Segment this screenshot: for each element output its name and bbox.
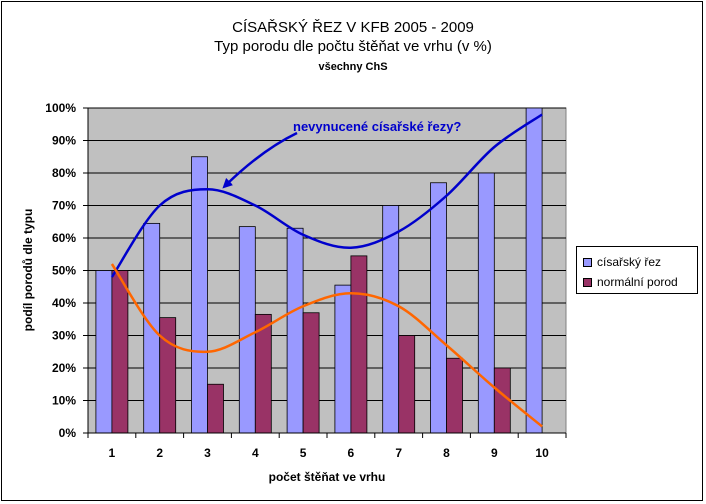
bar-normal — [446, 357, 463, 434]
annotation-text: nevynucené císařské řezy? — [293, 119, 461, 134]
bar-cesarean — [334, 284, 352, 434]
chart-subtitle-2: všechny ChS — [318, 61, 388, 73]
y-axis-label: podíl porodů dle typu — [21, 209, 35, 332]
y-tick-label: 60% — [52, 231, 76, 245]
x-tick-label: 5 — [300, 446, 307, 460]
legend-swatch — [583, 277, 592, 287]
bar-cesarean — [191, 156, 208, 434]
x-tick-label: 1 — [109, 446, 116, 460]
legend-label: normální porod — [597, 275, 678, 289]
legend-item-cesarean: císařský řez — [583, 254, 661, 270]
y-tick-label: 90% — [52, 134, 76, 148]
x-tick-label: 9 — [491, 446, 498, 460]
x-axis-label: počet štěňat ve vrhu — [269, 470, 386, 484]
x-tick-label: 7 — [395, 446, 402, 460]
annotation-arrow — [222, 131, 298, 189]
bar-normal — [302, 312, 320, 434]
legend-item-normal: normální porod — [583, 274, 678, 290]
bar-normal — [207, 383, 224, 434]
y-tick-label: 30% — [52, 329, 76, 343]
legend-swatch — [583, 257, 592, 267]
bar-normal — [350, 255, 368, 434]
y-tick-label: 100% — [45, 101, 76, 115]
x-tick-label: 2 — [156, 446, 163, 460]
chart-subtitle: Typ porodu dle počtu štěňat ve vrhu (v %… — [214, 38, 492, 55]
bar-cesarean — [430, 182, 447, 434]
y-tick-label: 10% — [52, 394, 76, 408]
y-tick-label: 40% — [52, 296, 76, 310]
y-tick-label: 0% — [59, 426, 77, 440]
x-tick-label: 8 — [443, 446, 450, 460]
y-tick-label: 20% — [52, 361, 76, 375]
legend-label: císařský řez — [597, 255, 662, 269]
trendline-cesarean — [110, 113, 543, 278]
x-tick-label: 10 — [535, 446, 549, 460]
x-tick-label: 4 — [252, 446, 259, 460]
bar-normal — [398, 335, 416, 434]
bar-cesarean — [477, 172, 495, 434]
bar-normal — [493, 367, 511, 434]
bar-cesarean — [286, 227, 304, 434]
y-tick-label: 70% — [52, 199, 76, 213]
chart-title: CÍSAŘSKÝ ŘEZ V KFB 2005 - 2009 — [232, 19, 474, 36]
y-tick-label: 80% — [52, 166, 76, 180]
legend: císařský řez normální porod — [576, 246, 698, 294]
bar-cesarean — [238, 226, 256, 434]
bar-cesarean — [95, 270, 113, 434]
trendline-normal — [110, 263, 543, 428]
bar-normal — [159, 317, 177, 434]
bar-normal — [111, 270, 129, 434]
x-tick-label: 6 — [348, 446, 355, 460]
bar-cesarean — [525, 107, 543, 434]
x-tick-label: 3 — [204, 446, 211, 460]
y-tick-label: 50% — [52, 264, 76, 278]
